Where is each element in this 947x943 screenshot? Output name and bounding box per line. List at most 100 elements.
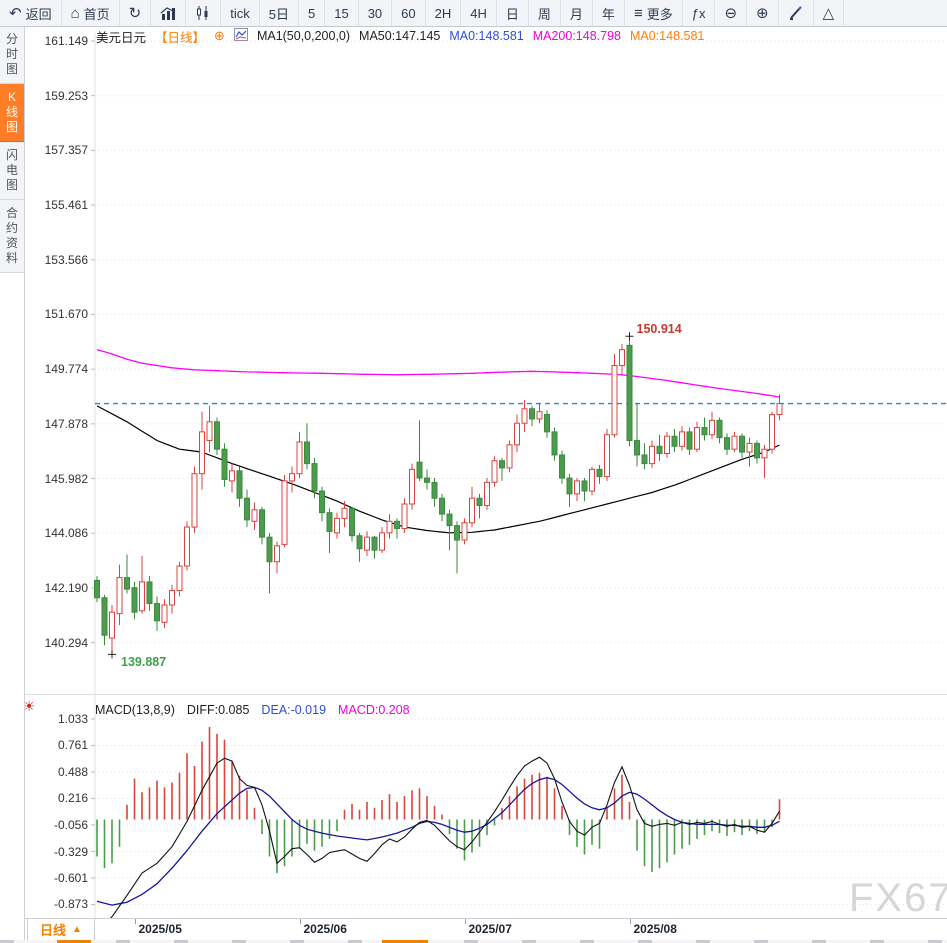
period-60-button[interactable]: 60	[392, 0, 426, 26]
price-axis-label: 144.086	[44, 526, 88, 541]
bar-chart-button-icon	[160, 6, 176, 20]
sidebar-tab-char: 线	[5, 105, 18, 119]
macd-axis-label: 0.761	[57, 738, 88, 753]
high-price-annotation: 150.914	[636, 322, 682, 337]
sidebar-tab-char: 料	[5, 251, 18, 265]
sidebar-tab-char: K	[7, 90, 16, 104]
time-axis-label: 2025/08	[633, 922, 677, 936]
macd-dea-value: DEA:-0.019	[261, 702, 327, 717]
price-axis-label: 142.190	[44, 580, 88, 595]
period-year-button[interactable]: 年	[593, 0, 625, 26]
clipped-tab-fragment	[57, 940, 91, 943]
period-5d-button-label: 5日	[268, 6, 289, 22]
more-button[interactable]: ≡ 更多	[625, 0, 683, 26]
macd-title: MACD(13,8,9)	[95, 702, 175, 717]
period-tab-daily[interactable]: 日线 ▲	[27, 919, 95, 940]
home-button[interactable]: ⌂ 首页	[62, 0, 120, 26]
sidebar-tab-char: 约	[5, 221, 18, 235]
refresh-button-icon: ↻	[128, 4, 142, 22]
sidebar-tab-1[interactable]: 分时图	[0, 26, 24, 84]
time-axis-label: 2025/05	[138, 922, 182, 936]
macd-macd-value: MACD:0.208	[338, 702, 410, 717]
macd-axis-label: 0.216	[57, 791, 88, 806]
period-2h-button[interactable]: 2H	[426, 0, 462, 26]
add-indicator-icon[interactable]: ⊕	[214, 28, 225, 43]
period-15-button[interactable]: 15	[325, 0, 359, 26]
clipped-bottom-tabs	[0, 940, 947, 943]
time-axis-label: 2025/06	[303, 922, 347, 936]
price-axis-label: 151.670	[44, 307, 88, 322]
panel-separator	[25, 694, 947, 695]
symbol-label: 美元日元	[96, 30, 147, 45]
macd-axis-label: -0.329	[53, 844, 88, 859]
period-year-button-label: 年	[601, 6, 615, 22]
period-5-button-label: 5	[307, 5, 316, 21]
period-day-button[interactable]: 日	[497, 0, 529, 26]
macd-diff-value: DIFF:0.085	[186, 702, 250, 717]
price-axis-label: 161.149	[44, 34, 88, 48]
macd-settings-icon[interactable]: ☀	[22, 698, 36, 714]
period-month-button[interactable]: 月	[561, 0, 593, 26]
clipped-tab-fragment	[382, 940, 428, 943]
sidebar-tab-char: 图	[5, 62, 18, 76]
zoom-in-button[interactable]: ⊕	[747, 0, 779, 26]
period-4h-button-label: 4H	[470, 5, 487, 21]
draw-button-icon	[788, 6, 804, 20]
macd-header: MACD(13,8,9) DIFF:0.085 DEA:-0.019 MACD:…	[95, 702, 410, 717]
price-axis-label: 159.253	[44, 88, 88, 103]
period-week-button[interactable]: 周	[529, 0, 561, 26]
ma50-value: MA50:147.145	[359, 29, 441, 43]
price-axis-label: 155.461	[44, 198, 88, 213]
draw-button[interactable]	[779, 0, 814, 26]
home-button-icon: ⌂	[70, 4, 80, 22]
sidebar-tab-char: 图	[5, 178, 18, 192]
sidebar-tab-char: 电	[5, 163, 18, 177]
period-week-button-label: 周	[537, 6, 551, 22]
period-30-button-label: 30	[367, 5, 383, 21]
refresh-button[interactable]: ↻	[120, 0, 152, 26]
sidebar-tab-char: 资	[5, 236, 18, 250]
back-button[interactable]: ↶ 返回	[0, 0, 62, 26]
mini-chart-icon	[233, 28, 248, 44]
zoom-out-button[interactable]: ⊖	[715, 0, 748, 26]
candlestick-button[interactable]	[186, 0, 222, 26]
period-tag: 【日线】	[155, 30, 206, 45]
period-30-button[interactable]: 30	[359, 0, 393, 26]
sidebar-tab-char: 合	[5, 206, 18, 220]
period-tick-button-label: tick	[230, 5, 250, 21]
sidebar-tab-char: 分	[5, 32, 18, 46]
ma200-value: MA200:148.798	[532, 29, 621, 43]
price-axis-label: 145.982	[44, 471, 88, 486]
time-axis: 2025/05 2025/06 2025/07 2025/08	[25, 918, 947, 941]
time-axis-label: 2025/07	[468, 922, 512, 936]
macd-axis-label: 1.033	[57, 711, 88, 726]
period-day-button-label: 日	[505, 6, 519, 22]
macd-axis-label: -0.873	[53, 897, 88, 912]
back-button-label: 返回	[25, 6, 52, 22]
indicator-fx-button[interactable]: ƒx	[683, 0, 716, 26]
indicator-fx-button-label: ƒx	[691, 5, 706, 21]
fx678-watermark: FX678	[849, 876, 947, 920]
candlestick-button-icon	[195, 6, 211, 20]
period-5d-button[interactable]: 5日	[260, 0, 299, 26]
price-axis-label: 147.878	[44, 416, 88, 431]
chevron-up-icon: ▲	[72, 924, 82, 935]
shapes-button-icon: △	[822, 4, 835, 22]
low-price-annotation: 139.887	[121, 655, 167, 670]
period-5-button[interactable]: 5	[299, 0, 326, 26]
sidebar-tab-char: 闪	[5, 148, 18, 162]
period-tick-button[interactable]: tick	[221, 0, 260, 26]
time-axis-tick	[134, 919, 136, 924]
ma0-orange-value: MA0:148.581	[629, 29, 705, 43]
more-button-label: 更多	[646, 6, 673, 22]
price-axis-label: 153.566	[44, 252, 88, 267]
sidebar-tab-3[interactable]: 闪电图	[0, 142, 24, 200]
period-4h-button[interactable]: 4H	[461, 0, 497, 26]
bar-chart-button[interactable]	[151, 0, 187, 26]
shapes-button[interactable]: △	[814, 0, 845, 26]
sidebar-tab-4[interactable]: 合约资料	[0, 200, 24, 273]
ma0-blue-value: MA0:148.581	[449, 29, 524, 43]
sidebar-tab-char: 图	[5, 120, 18, 134]
